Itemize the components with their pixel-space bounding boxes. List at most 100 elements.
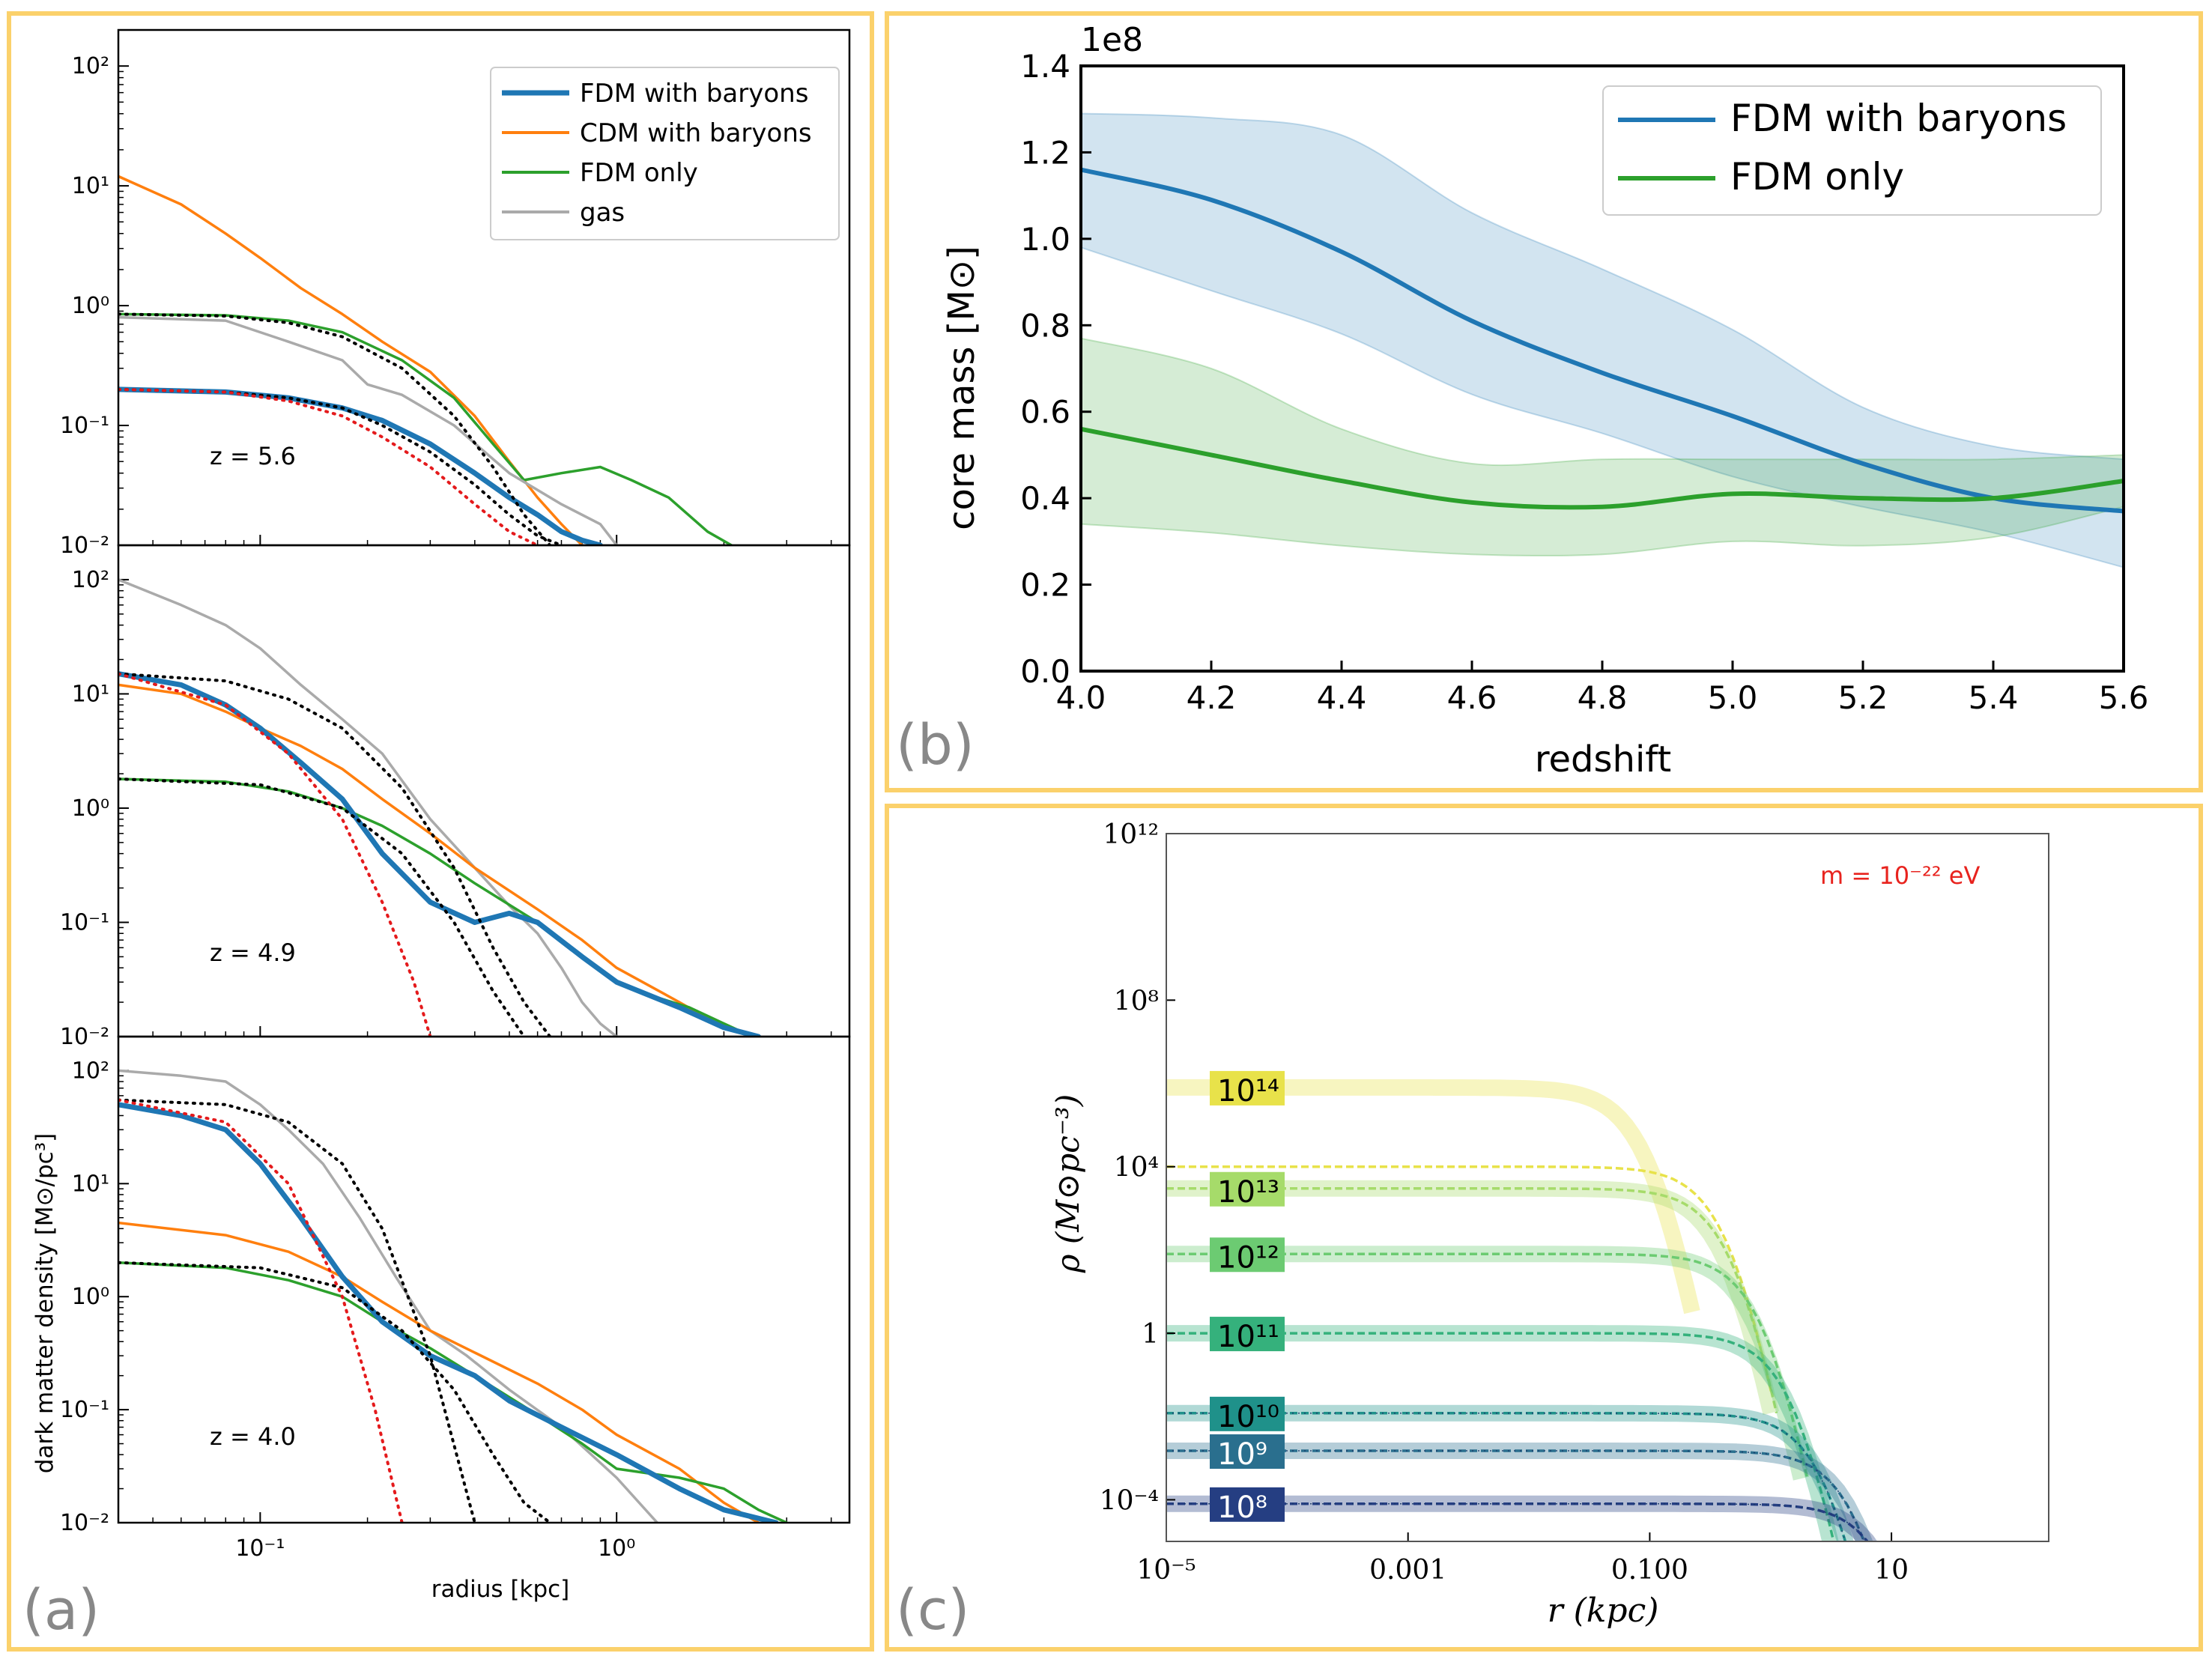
halo-band-1 bbox=[1166, 1180, 1780, 1416]
series-gas bbox=[118, 315, 618, 545]
y-tick-label-a: 10⁻¹ bbox=[60, 1397, 109, 1423]
halo-label-text-5: 10⁹ bbox=[1217, 1437, 1267, 1472]
x-tick-label-b: 5.2 bbox=[1838, 679, 1888, 716]
halo-label-text-2: 10¹² bbox=[1217, 1240, 1279, 1275]
series-black-fit-1 bbox=[118, 1098, 476, 1523]
y-tick-label-c: 10⁸ bbox=[1114, 986, 1159, 1016]
panel-b-offset-label: 1e8 bbox=[1081, 21, 1143, 59]
panel-b-ylabel: core mass [M⊙] bbox=[941, 246, 983, 530]
y-tick-label-c: 10⁴ bbox=[1114, 1153, 1159, 1183]
y-tick-label-c: 1 bbox=[1142, 1319, 1159, 1350]
series-fdm-with-baryons bbox=[118, 1102, 779, 1523]
y-tick-label-a: 10⁰ bbox=[72, 1284, 109, 1310]
y-tick-label-a: 10⁻² bbox=[60, 1024, 109, 1050]
x-tick-label-c: 10 bbox=[1874, 1555, 1909, 1586]
line-fdm-with-baryons bbox=[1080, 167, 2124, 514]
y-tick-label-b: 0.4 bbox=[1020, 480, 1070, 517]
halo-label-box-1 bbox=[1210, 1171, 1285, 1207]
x-tick-label-b: 5.6 bbox=[2099, 679, 2149, 716]
panel-c-chart: r (kpc) ρ (M⊙pc⁻³) m = 10⁻²² eV 10¹⁴ 10¹³… bbox=[1049, 819, 2049, 1630]
x-tick-label-b: 4.0 bbox=[1056, 679, 1106, 716]
panel-b-plot: 4.0 4.2 4.4 4.6 4.8 5.0 5.2 5.4 5.6 0.0 0.2 0.4 0.6 0… bbox=[1020, 48, 2148, 716]
halo-dot-5 bbox=[1166, 1450, 1865, 1541]
panel-a-subplot-2: 10⁻² 10⁻¹ 10⁰ 10¹ 10² 10⁻¹ 10⁰ z = 4.0 bbox=[60, 1035, 851, 1562]
y-tick-label-a: 10⁰ bbox=[72, 795, 109, 822]
y-tick-label-b: 0.0 bbox=[1020, 653, 1070, 690]
halo-label-text-1: 10¹³ bbox=[1217, 1175, 1279, 1210]
y-tick-label-b: 1.2 bbox=[1020, 134, 1070, 171]
series-cdm-with-baryons bbox=[118, 175, 584, 545]
x-tick-label-b: 4.4 bbox=[1317, 679, 1367, 716]
x-tick-label-b: 5.0 bbox=[1708, 679, 1758, 716]
panel-a-xlabel: radius [kpc] bbox=[431, 1576, 570, 1603]
y-tick-label-a: 10¹ bbox=[72, 681, 109, 707]
series-gas bbox=[118, 1069, 659, 1523]
halo-dash-5 bbox=[1166, 1449, 1866, 1541]
y-tick-label-a: 10² bbox=[72, 1058, 109, 1084]
panel-frames bbox=[7, 11, 2203, 1652]
series-fdm-with-baryons bbox=[118, 671, 761, 1037]
halo-dot-6 bbox=[1166, 1503, 1868, 1541]
halo-label-text-4: 10¹⁰ bbox=[1217, 1400, 1279, 1434]
x-tick-label-b: 4.2 bbox=[1187, 679, 1237, 716]
halo-label-box-2 bbox=[1210, 1237, 1285, 1273]
panel-label-b: (b) bbox=[896, 713, 975, 777]
frame-b bbox=[885, 11, 2203, 792]
legend-a-label-3: gas bbox=[580, 198, 625, 228]
panel-b-chart: 1e8 redshift core mass [M⊙] 4.0 4.2 4.4 4.6… bbox=[941, 21, 2148, 780]
panel-c-ylabel: ρ (M⊙pc⁻³) bbox=[1049, 1094, 1086, 1273]
y-tick-label-a: 10⁻¹ bbox=[60, 909, 109, 935]
y-tick-label-b: 0.8 bbox=[1020, 307, 1070, 344]
y-tick-label-b: 1.0 bbox=[1020, 221, 1070, 258]
y-tick-label-a: 10² bbox=[72, 53, 109, 79]
series-group-a-0 bbox=[118, 175, 733, 545]
halo-label-box-4 bbox=[1210, 1396, 1285, 1431]
y-tick-label-b: 0.2 bbox=[1020, 567, 1070, 604]
legend-box-b bbox=[1602, 85, 2102, 216]
y-tick-label-a: 10¹ bbox=[72, 1171, 109, 1197]
series-group-a-1 bbox=[118, 578, 761, 1037]
y-tick-label-a: 10² bbox=[72, 567, 109, 593]
series-cdm-with-baryons bbox=[118, 683, 754, 1037]
panel-label-a: (a) bbox=[22, 1578, 100, 1643]
series-gas bbox=[118, 578, 618, 1037]
panel-c-annotation: m = 10⁻²² eV bbox=[1820, 861, 1980, 890]
series-red-fit bbox=[118, 387, 539, 545]
halo-label-box-3 bbox=[1210, 1317, 1285, 1352]
legend-b-label-0: FDM with baryons bbox=[1730, 97, 2067, 140]
panel-a-subplot-0: 10⁻² 10⁻¹ 10⁰ 10¹ 10² z = 5.6 bbox=[60, 28, 851, 559]
series-black-fit-1 bbox=[118, 312, 552, 545]
y-tick-label-a: 10⁻¹ bbox=[60, 413, 109, 439]
halo-label-6: 10⁸ bbox=[1210, 1487, 1285, 1525]
series-black-fit-2 bbox=[118, 777, 526, 1037]
axes-frame-c bbox=[1166, 833, 2049, 1542]
line-fdm-only bbox=[1080, 426, 2124, 510]
panel-a-chart: radius [kpc] dark matter density [M⊙/pc³… bbox=[31, 28, 851, 1603]
y-tick-label-c: 10¹² bbox=[1103, 819, 1159, 850]
y-tick-label-a: 10⁰ bbox=[72, 293, 109, 319]
panel-c-xlabel: r (kpc) bbox=[1548, 1592, 1659, 1630]
halo-band-5 bbox=[1166, 1443, 1873, 1541]
halo-label-text-6: 10⁸ bbox=[1217, 1490, 1267, 1525]
x-tick-label-b: 5.4 bbox=[1969, 679, 2019, 716]
axes-frame-b bbox=[1079, 64, 2125, 673]
series-group-a-2 bbox=[118, 1069, 788, 1523]
legend-a-label-2: FDM only bbox=[580, 158, 698, 188]
panel-a-legend: FDM with baryons CDM with baryons FDM on… bbox=[490, 67, 840, 240]
series-fdm-only bbox=[118, 1261, 788, 1523]
panel-c-curves bbox=[1166, 1079, 1878, 1541]
y-tick-label-a: 10⁻² bbox=[60, 1510, 109, 1536]
legend-box-a bbox=[490, 67, 840, 240]
redshift-label-a-0: z = 5.6 bbox=[210, 442, 296, 470]
x-tick-label-c: 0.001 bbox=[1369, 1555, 1446, 1586]
y-tick-label-a: 10¹ bbox=[72, 173, 109, 199]
halo-label-text-0: 10¹⁴ bbox=[1217, 1074, 1279, 1108]
legend-a-label-0: FDM with baryons bbox=[580, 79, 808, 109]
x-tick-label-b: 4.6 bbox=[1447, 679, 1497, 716]
halo-label-3: 10¹¹ bbox=[1210, 1317, 1285, 1354]
series-black-fit-2 bbox=[118, 387, 563, 545]
halo-label-5: 10⁹ bbox=[1210, 1434, 1285, 1472]
y-tick-label-a: 10⁻² bbox=[60, 533, 109, 559]
